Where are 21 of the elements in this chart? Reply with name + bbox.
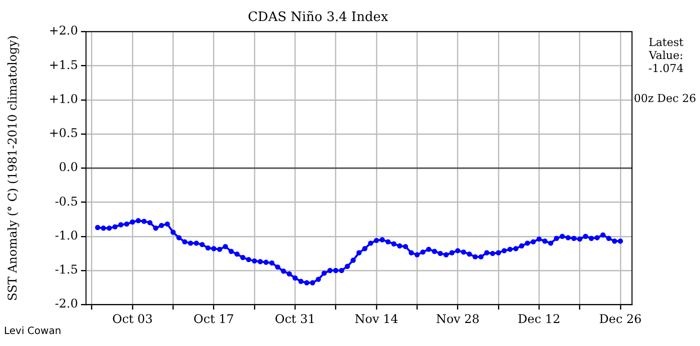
x-tick-label: Nov 14	[354, 312, 399, 326]
text: Latest Value: -1.074	[647, 36, 685, 75]
y-tick-label: -1.5	[54, 262, 78, 277]
x-tick-label: Dec 26	[599, 312, 642, 326]
text: 00z Dec 26	[632, 92, 698, 105]
x-tick-label: Oct 31	[274, 312, 316, 326]
y-axis-title: SST Anomaly (° C) (1981-2010 climatology)	[5, 35, 20, 301]
chart-title: CDAS Niño 3.4 Index	[248, 10, 389, 26]
x-tick-label: Oct 17	[194, 312, 234, 326]
y-tick-label: 0.0	[58, 160, 78, 174]
y-tick-label: -2.0	[54, 296, 78, 311]
y-tick-label: -1.0	[54, 228, 78, 242]
y-tick-label: +1.5	[48, 58, 78, 72]
text: Levi Cowan	[4, 326, 62, 337]
y-tick-label: +2.0	[48, 24, 78, 38]
y-tick-label: +0.5	[48, 126, 78, 140]
x-tick-label: Dec 12	[518, 312, 560, 326]
x-tick-label: Oct 03	[112, 312, 153, 326]
y-tick-label: -0.5	[54, 194, 78, 208]
y-tick-label: +1.0	[48, 92, 78, 106]
x-tick-label: Nov 28	[436, 312, 480, 326]
